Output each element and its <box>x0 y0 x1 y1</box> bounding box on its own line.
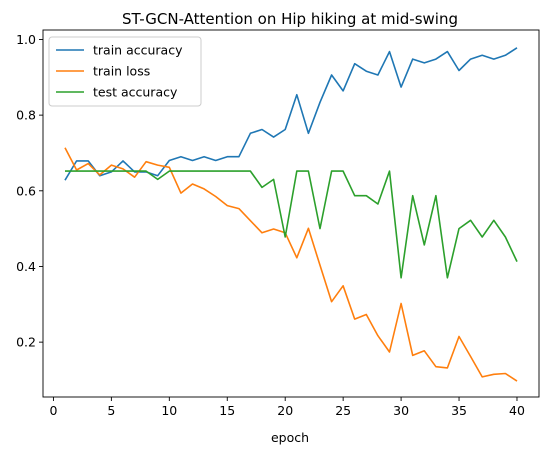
x-axis: 0 5 10 15 20 25 30 35 40 <box>49 397 525 418</box>
y-tick-label: 0.8 <box>16 108 36 123</box>
chart-title: ST-GCN-Attention on Hip hiking at mid-sw… <box>122 10 458 28</box>
x-tick-label: 5 <box>107 403 115 418</box>
axes-frame <box>42 29 540 398</box>
x-tick-label: 20 <box>277 403 293 418</box>
y-axis: 0.2 0.4 0.6 0.8 1.0 <box>16 32 43 350</box>
x-tick-label: 10 <box>161 403 177 418</box>
x-axis-label: epoch <box>271 430 309 445</box>
legend-entry: test accuracy <box>93 85 178 100</box>
legend-entry: train loss <box>93 64 150 79</box>
x-tick-label: 30 <box>393 403 409 418</box>
legend-entry: train accuracy <box>93 43 183 58</box>
y-tick-label: 1.0 <box>16 32 36 47</box>
legend: train accuracy train loss test accuracy <box>48 36 202 107</box>
series-line-2 <box>64 147 518 382</box>
x-tick-label: 40 <box>509 403 525 418</box>
plot-area <box>64 47 518 382</box>
y-tick-label: 0.2 <box>16 335 36 350</box>
y-tick-label: 0.4 <box>16 259 36 274</box>
x-tick-label: 35 <box>451 403 467 418</box>
y-tick-label: 0.6 <box>16 183 36 198</box>
series-line-3 <box>65 170 518 279</box>
x-tick-label: 15 <box>219 403 235 418</box>
x-tick-label: 25 <box>335 403 351 418</box>
x-tick-label: 0 <box>49 403 57 418</box>
legend-box <box>48 36 202 107</box>
